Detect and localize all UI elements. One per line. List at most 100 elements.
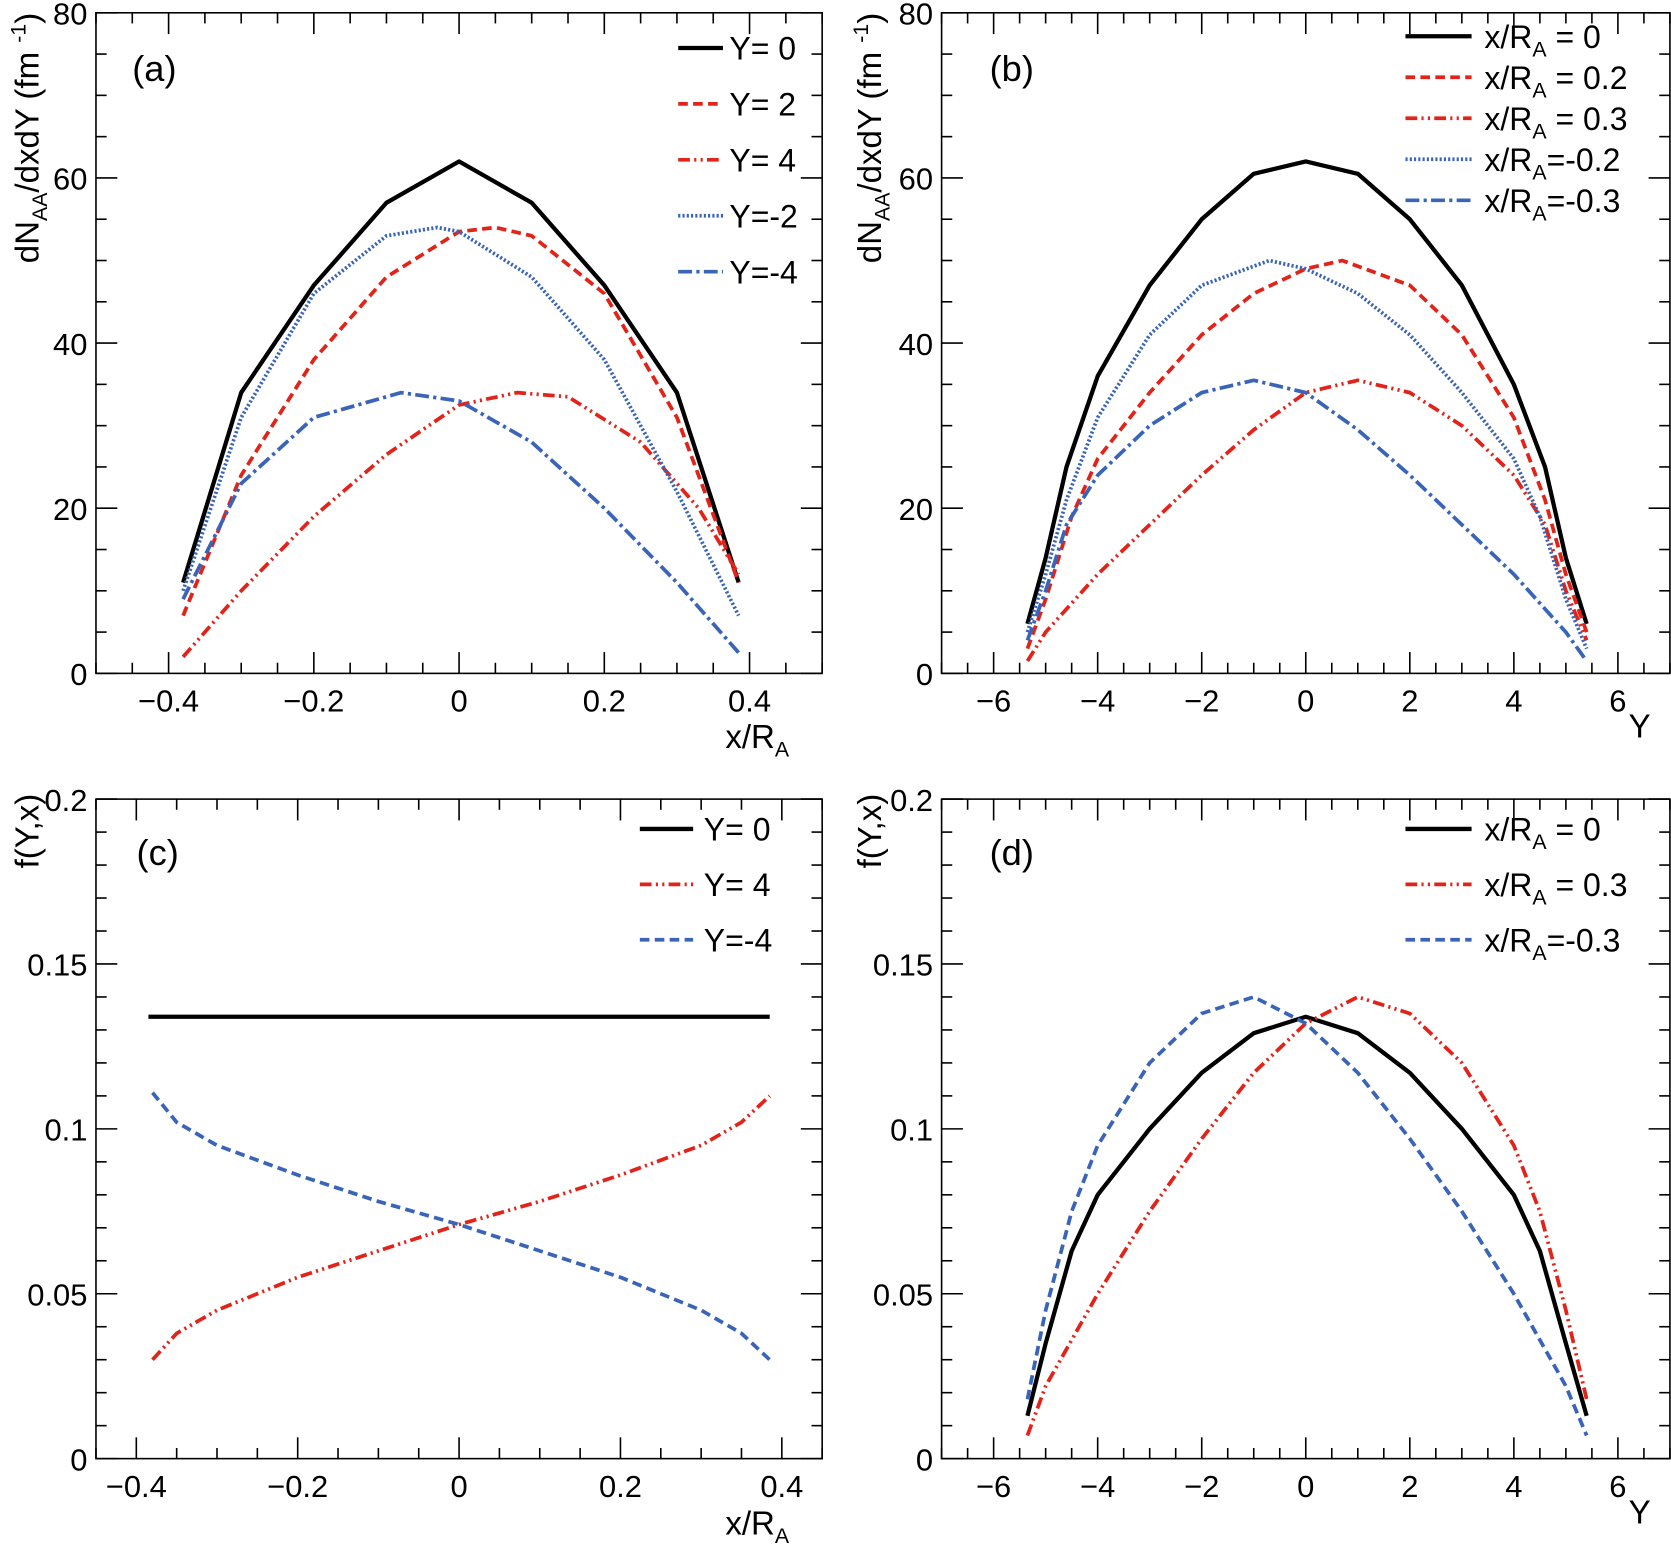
y-axis-title-part: dN: [852, 221, 889, 263]
x-axis-title-sub: A: [775, 737, 790, 761]
legend-text-rest: = 0.2: [1547, 60, 1628, 96]
legend-text-main: x/R: [1484, 183, 1532, 219]
x-tick-label: 0.4: [728, 684, 771, 719]
series-line: [1025, 995, 1589, 1437]
legend-entry: Y=-4: [729, 254, 797, 290]
x-tick-label: 0.2: [583, 684, 626, 719]
legend-entry: x/RA = 0.3: [1484, 867, 1627, 910]
y-axis-title-sup: -1: [849, 24, 873, 43]
legend-text-main: x/R: [1484, 922, 1532, 958]
x-tick-label: −0.2: [283, 684, 344, 719]
x-axis-title-main: x/R: [725, 719, 775, 756]
legend-text-sub: A: [1532, 78, 1547, 102]
y-tick-label: 0.1: [44, 1113, 87, 1148]
plot-frame: [95, 11, 823, 675]
y-axis-title-sup: -1: [7, 24, 31, 43]
x-tick-label: 4: [1505, 1469, 1522, 1504]
legend-text-main: Y=-2: [729, 198, 797, 234]
legend-text-main: x/R: [1484, 867, 1532, 903]
y-tick-label: 60: [899, 162, 933, 197]
legend-text-rest: = 0.3: [1547, 867, 1628, 903]
legend-text-rest: =-0.2: [1547, 142, 1621, 178]
legend-entry: x/RA=-0.3: [1484, 183, 1620, 226]
x-tick-label: −4: [1080, 1469, 1115, 1504]
series-line: [181, 225, 741, 617]
series-line: [1025, 1014, 1589, 1417]
x-axis-title-main: Y: [1629, 1495, 1651, 1532]
legend-text-sub: A: [1532, 120, 1547, 144]
y-tick-label: 0: [70, 657, 87, 692]
y-axis-title-sub: AA: [28, 192, 52, 221]
series-line: [1025, 258, 1589, 650]
series-line: [181, 159, 741, 584]
y-axis-title-part: ): [9, 13, 46, 24]
y-axis-title-part: f(Y,x): [9, 794, 46, 869]
legend-text-sub: A: [1532, 886, 1547, 910]
x-tick-label: 6: [1609, 1469, 1626, 1504]
y-axis-title: f(Y,x): [9, 794, 46, 869]
series-line: [1025, 995, 1589, 1437]
legend-text-rest: = 0: [1547, 19, 1601, 55]
x-tick-label: −4: [1080, 684, 1115, 719]
panel-label: (d): [990, 832, 1034, 873]
x-axis-title: x/RA: [725, 1505, 790, 1546]
y-tick-label: 20: [53, 492, 87, 527]
panel-label: (a): [132, 48, 176, 89]
y-axis-title: dNAA/dxdY (fm -1): [7, 13, 52, 263]
legend-text-sub: A: [1532, 941, 1547, 965]
y-tick-label: 80: [899, 0, 933, 32]
series-line: [181, 225, 741, 617]
y-tick-label: 0: [916, 657, 933, 692]
legend-entry: x/RA=-0.2: [1484, 142, 1620, 185]
legend-text-main: Y= 2: [729, 87, 796, 123]
x-tick-label: 2: [1401, 1469, 1418, 1504]
legend-text-main: x/R: [1484, 60, 1532, 96]
series-line: [181, 390, 741, 659]
y-tick-label: 0.15: [873, 948, 933, 983]
series-line: [1025, 258, 1589, 650]
x-axis-title: Y: [1629, 708, 1651, 745]
series-line: [151, 1094, 771, 1362]
legend-entry: x/RA = 0.2: [1484, 60, 1627, 103]
legend-text-sub: A: [1532, 161, 1547, 185]
y-axis-title: dNAA/dxdY (fm -1): [849, 13, 894, 263]
series-line: [1025, 378, 1589, 663]
legend-text-sub: A: [1532, 202, 1547, 226]
legend-text-main: x/R: [1484, 142, 1532, 178]
legend-entry: x/RA = 0.3: [1484, 101, 1627, 144]
x-tick-label: −0.2: [267, 1469, 328, 1504]
y-axis-title: f(Y,x): [852, 794, 889, 869]
legend-text-main: Y= 0: [729, 31, 796, 67]
legend-entry: Y= 2: [729, 87, 796, 123]
legend-entry: Y= 0: [729, 31, 796, 67]
y-axis-title-part: /dxdY (fm: [9, 43, 46, 193]
x-tick-label: −2: [1184, 684, 1219, 719]
legend-entry: Y= 4: [704, 867, 771, 903]
y-tick-label: 40: [899, 327, 933, 362]
x-tick-label: 0: [1297, 684, 1314, 719]
y-tick-label: 80: [53, 0, 87, 32]
panel-d: −6 −4 −2 0 2 4 6 0 0.05 0.1 0.15 0.2 Yf(Y,x) (d) x/RA …: [852, 783, 1671, 1532]
y-axis-title-part: dN: [9, 221, 46, 263]
x-tick-label: −6: [976, 684, 1011, 719]
y-tick-label: 0.05: [873, 1277, 933, 1312]
y-axis-title-part: ): [852, 13, 889, 24]
legend-text-rest: =-0.3: [1547, 922, 1621, 958]
x-axis-title: x/RA: [725, 719, 790, 762]
legend-text-main: Y= 4: [704, 867, 771, 903]
series-line: [1025, 159, 1589, 625]
legend-entry: Y=-2: [729, 198, 797, 234]
legend-text-rest: =-0.3: [1547, 183, 1621, 219]
x-tick-label: 0: [450, 1469, 467, 1504]
series-line: [151, 1091, 771, 1362]
x-tick-label: 0.2: [599, 1469, 642, 1504]
x-tick-label: −0.4: [138, 684, 199, 719]
y-axis-title-sub: AA: [870, 192, 894, 221]
legend-text-rest: = 0: [1547, 812, 1601, 848]
x-tick-label: 2: [1401, 684, 1418, 719]
legend-entry: Y=-4: [704, 922, 772, 958]
legend-entry: Y= 0: [704, 812, 771, 848]
